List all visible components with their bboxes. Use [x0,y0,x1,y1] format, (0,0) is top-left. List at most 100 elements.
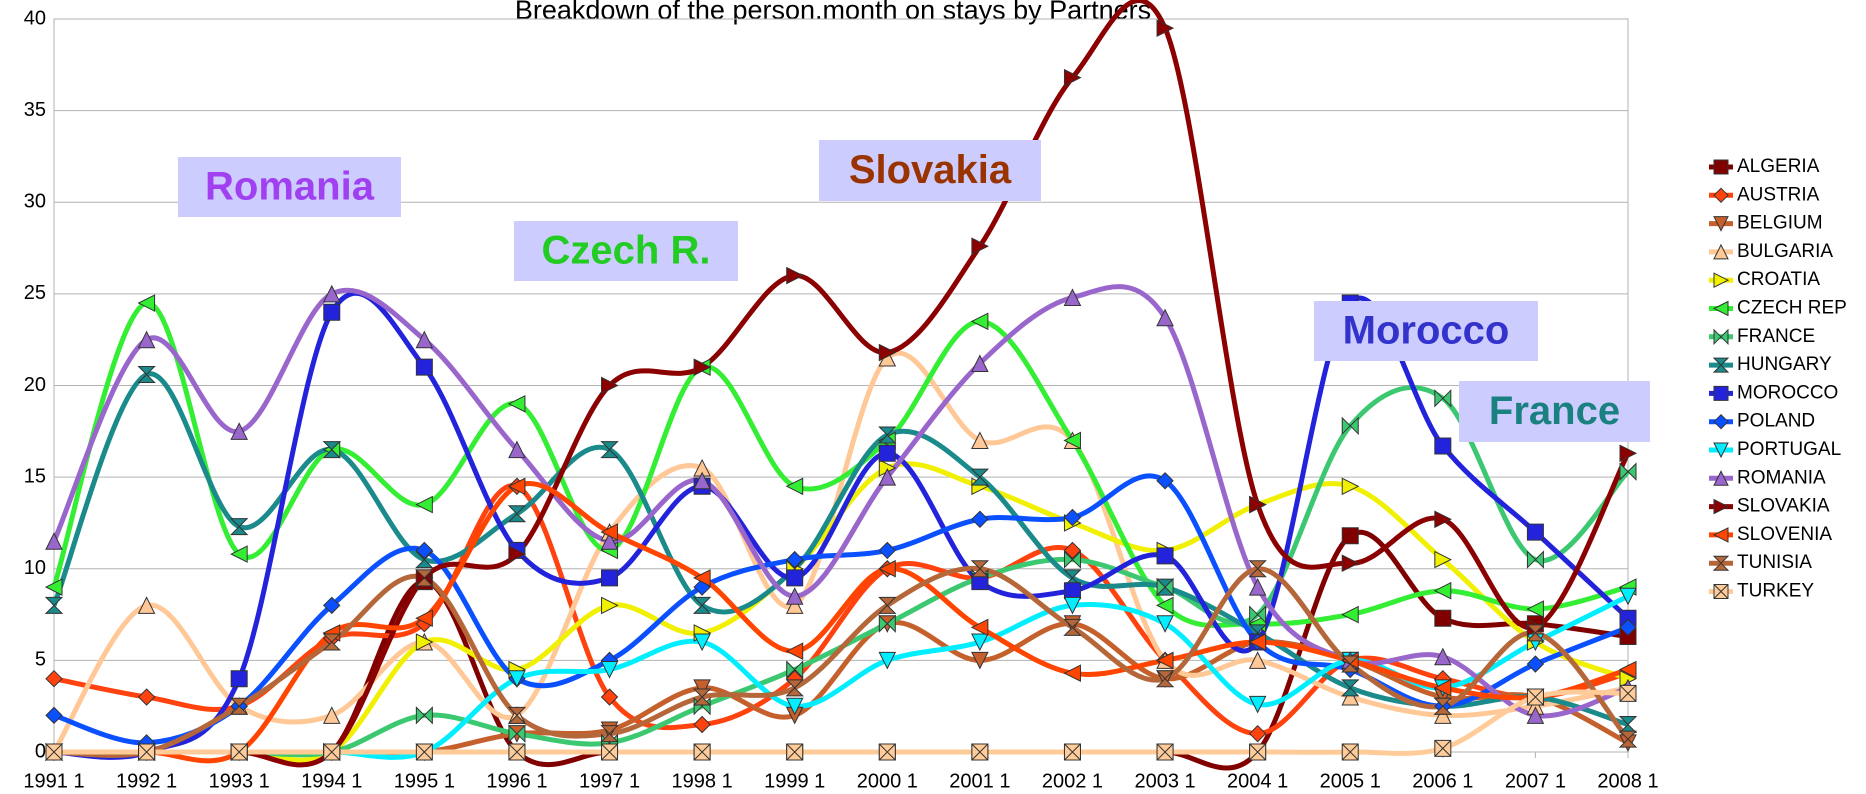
data-point [415,569,434,587]
data-point [785,697,804,716]
x-tick-label: 2000 1 [857,770,918,792]
data-point [970,618,989,637]
legend-marker [1713,187,1729,204]
data-point [878,541,897,560]
data-point [507,477,526,496]
legend-label: FRANCE [1737,326,1815,347]
data-point [508,545,527,563]
legend-marker [1712,357,1730,373]
data-point [601,596,619,615]
data-point [45,743,63,761]
data-point [1434,609,1452,627]
legend-label: AUSTRIA [1737,184,1820,205]
x-tick-label: 1996 1 [486,770,547,792]
data-point [785,550,804,569]
x-tick-label: 1991 1 [23,770,84,792]
data-point [1619,609,1637,627]
legend-label: ROMANIA [1737,467,1826,488]
data-point [786,266,804,285]
data-point [1063,508,1082,527]
data-point [785,477,804,496]
y-tick-label: 5 [35,649,46,671]
data-point [1619,618,1637,637]
y-tick-label: 10 [24,557,46,579]
data-point [1063,431,1081,450]
data-point [1063,743,1081,761]
data-point [970,468,990,486]
data-point [1619,462,1637,481]
data-point [878,426,897,444]
data-point [878,468,897,486]
data-point [971,743,989,761]
y-tick-label: 15 [24,465,46,487]
data-point [137,330,156,349]
data-point [878,614,896,633]
legend-label: PORTUGAL [1737,439,1841,460]
data-point [230,422,248,440]
data-point [601,569,619,587]
y-tick-label: 20 [24,374,46,396]
data-point [970,560,990,578]
legend-label: SLOVENIA [1737,524,1832,545]
y-tick-label: 40 [24,7,46,29]
data-point [1156,615,1174,633]
data-point [1434,510,1452,529]
data-point [1341,679,1360,697]
legend-label: ALGERIA [1737,156,1820,177]
legend-marker [1713,413,1729,430]
data-point [1619,587,1637,606]
annotation: Slovakia [849,148,1012,192]
data-point [1341,554,1360,573]
data-point [878,743,896,761]
data-point [1341,416,1359,436]
data-point [1248,560,1267,578]
x-tick-label: 1999 1 [764,770,825,792]
data-point [1526,688,1544,706]
data-point [508,670,526,688]
data-point [1156,547,1174,565]
x-tick-label: 2006 1 [1412,770,1473,792]
y-tick-label: 30 [24,191,46,213]
data-point [692,569,711,587]
data-point [508,440,526,459]
data-point [1155,596,1174,615]
data-point [1434,550,1452,569]
data-point [785,596,804,614]
data-point [693,471,711,490]
data-point [415,358,433,376]
data-point [600,523,619,541]
data-point [786,743,804,761]
data-point [878,651,897,670]
data-point [1155,651,1174,670]
legend-marker [1713,385,1729,401]
data-point [1063,596,1082,615]
data-point [415,541,434,560]
data-point [1156,308,1174,327]
data-point [415,633,434,651]
data-point [601,376,619,395]
data-point [230,545,248,563]
data-point [1249,605,1267,624]
data-point [322,441,341,459]
x-tick-label: 2004 1 [1227,770,1288,792]
data-point [693,743,711,761]
legend-label: POLAND [1737,411,1815,432]
data-point [692,688,712,706]
data-point [600,725,619,743]
data-point [971,237,990,256]
legend-marker [1713,498,1730,515]
legend-label: BELGIUM [1737,213,1823,234]
legend-marker [1713,442,1729,459]
annotation: Morocco [1343,309,1510,353]
annotation-box [1459,381,1650,442]
data-point [601,743,619,761]
legend-label: MOROCCO [1737,382,1838,403]
legend-label: SLOVAKIA [1737,496,1830,517]
legend-marker [1712,527,1729,543]
data-point [415,495,433,514]
data-point [878,444,896,462]
x-tick-label: 1998 1 [672,770,733,792]
legend-marker [1713,328,1729,346]
legend-marker [1713,584,1729,599]
